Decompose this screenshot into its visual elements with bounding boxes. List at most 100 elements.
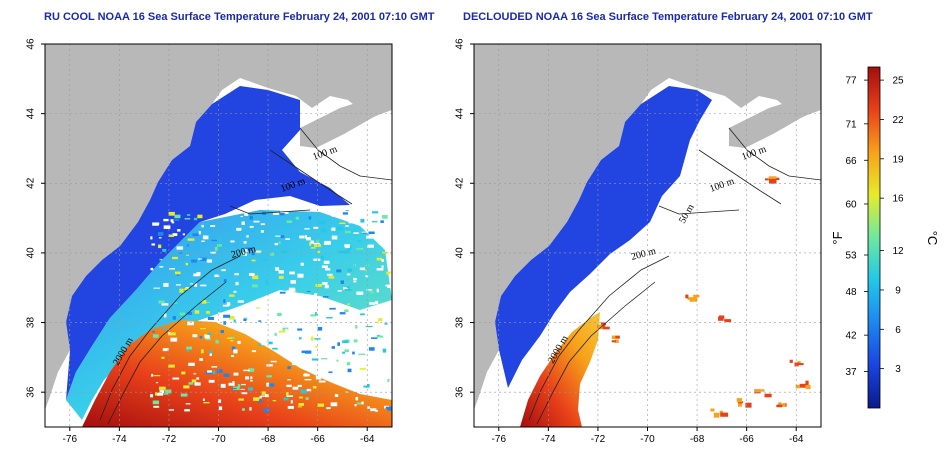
- speckle: [159, 258, 163, 261]
- gulf-stream: [520, 312, 600, 427]
- speckle: [153, 375, 161, 377]
- speckle: [368, 347, 375, 351]
- speckle: [197, 214, 203, 219]
- speckle: [171, 221, 175, 224]
- warm-patch: [736, 398, 742, 403]
- speckle: [152, 222, 159, 226]
- speckle: [360, 313, 365, 316]
- speckle: [370, 391, 375, 396]
- lon-tick-label: -68: [690, 434, 705, 445]
- speckle: [218, 406, 223, 411]
- speckle: [190, 283, 194, 285]
- speckle: [342, 351, 346, 354]
- speckle: [188, 362, 195, 366]
- speckle: [344, 349, 349, 353]
- speckle: [249, 407, 252, 411]
- land-mass: [45, 44, 392, 410]
- speckle: [287, 311, 292, 313]
- speckle: [223, 321, 227, 325]
- speckle: [353, 265, 356, 267]
- speckle: [385, 302, 392, 306]
- speckle: [344, 250, 350, 254]
- temperature-colorbar: 3 6 9 12 16 19 22 25 37 42 48 53 60 66 71 77 °F °C: [830, 66, 940, 409]
- speckle: [316, 310, 321, 315]
- speckle: [285, 211, 289, 214]
- speckle: [365, 387, 369, 389]
- speckle: [166, 225, 170, 228]
- speckle: [169, 268, 175, 270]
- speckle: [378, 306, 384, 308]
- speckle: [192, 233, 199, 237]
- speckle: [260, 223, 265, 226]
- speckle: [328, 371, 333, 374]
- speckle: [324, 285, 329, 289]
- speckle: [304, 378, 312, 381]
- speckle: [338, 250, 346, 254]
- speckle: [311, 358, 319, 361]
- speckle: [252, 284, 258, 288]
- speckle: [308, 216, 312, 220]
- speckle: [366, 289, 373, 291]
- speckle: [153, 287, 161, 289]
- speckle: [366, 227, 372, 230]
- speckle: [187, 321, 194, 326]
- speckle: [259, 399, 262, 403]
- speckle: [185, 287, 190, 289]
- speckle: [258, 320, 262, 322]
- speckle: [270, 360, 277, 363]
- lat-tick-label: 40: [455, 247, 466, 259]
- axis-ticks: -76 -74 -72 -70 -68 -66 -64 36 38 40 42 44 46: [26, 38, 375, 445]
- speckle: [241, 383, 246, 386]
- speckle: [323, 243, 327, 246]
- lat-tick-label: 42: [26, 177, 37, 189]
- lon-tick-label: -68: [261, 434, 276, 445]
- speckle: [285, 311, 289, 316]
- speckle: [376, 372, 383, 377]
- speckle: [206, 311, 210, 314]
- slope-water: [66, 210, 392, 420]
- speckle: [274, 243, 279, 246]
- speckle: [211, 366, 218, 368]
- speckle: [344, 309, 349, 312]
- speckle: [298, 403, 304, 406]
- speckle: [321, 363, 328, 367]
- speckle: [314, 293, 318, 296]
- shelf-water-cold: [66, 86, 350, 400]
- warm-patch: [615, 335, 620, 339]
- speckle: [315, 375, 322, 380]
- speckle: [298, 396, 304, 399]
- speckle: [289, 271, 296, 275]
- speckle: [150, 394, 154, 398]
- speckle: [372, 211, 379, 214]
- speckle: [315, 284, 323, 287]
- speckle: [210, 251, 217, 254]
- speckle: [315, 345, 318, 348]
- speckle: [207, 370, 212, 373]
- lon-tick-label: -72: [162, 434, 177, 445]
- speckle: [376, 268, 384, 271]
- speckle: [214, 246, 218, 251]
- speckle: [233, 349, 238, 354]
- speckle: [367, 406, 371, 409]
- speckle: [158, 244, 162, 249]
- warm-patch: [797, 363, 804, 366]
- speckle: [318, 220, 326, 225]
- warm-patch: [768, 178, 777, 184]
- speckle: [223, 279, 227, 283]
- speckle: [359, 372, 365, 376]
- speckle: [274, 332, 277, 336]
- speckle: [175, 284, 181, 286]
- fahrenheit-tick-label: 66: [845, 156, 857, 167]
- speckle: [341, 367, 347, 370]
- speckle: [356, 402, 362, 405]
- speckle: [220, 383, 226, 388]
- speckle: [289, 345, 292, 347]
- speckle: [161, 303, 169, 306]
- speckle: [286, 395, 294, 398]
- speckle: [358, 353, 366, 355]
- speckle: [259, 395, 262, 399]
- warm-patch: [799, 383, 806, 388]
- speckle: [233, 290, 237, 293]
- warm-patch: [615, 339, 619, 343]
- speckle: [361, 231, 369, 233]
